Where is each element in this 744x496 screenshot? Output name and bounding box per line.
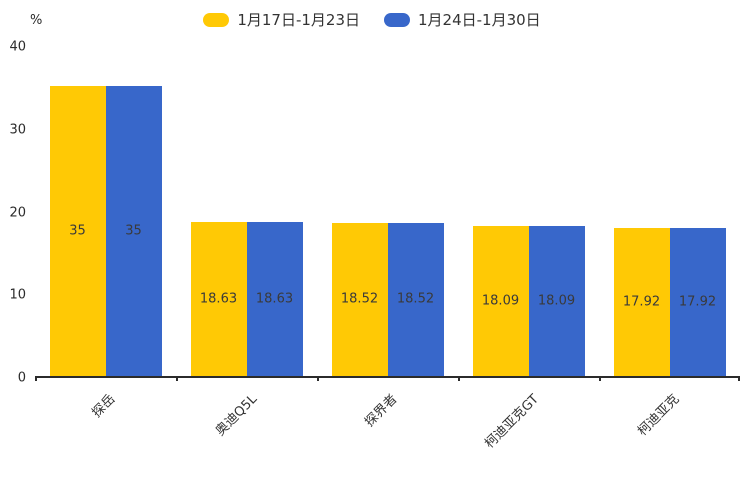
bar-group4-series2: 18.09 bbox=[528, 226, 585, 376]
bar-value-label: 18.52 bbox=[340, 291, 379, 307]
chart-legend: 1月17日-1月23日 1月24日-1月30日 bbox=[0, 9, 744, 30]
bar-value-label: 18.63 bbox=[199, 291, 238, 307]
legend-label: 1月17日-1月23日 bbox=[237, 11, 360, 29]
x-axis-category-labels: 探岳 奥迪Q5L 探界者 柯迪亚克GT 柯迪亚克 bbox=[35, 380, 740, 490]
legend-swatch-icon bbox=[203, 12, 230, 27]
x-axis-tick bbox=[35, 376, 37, 381]
x-category-label: 探界者 bbox=[362, 391, 401, 431]
bar-group2-series1: 18.63 bbox=[190, 221, 247, 376]
bar-value-label: 18.09 bbox=[481, 293, 520, 309]
y-tick-label: 10 bbox=[9, 287, 26, 303]
bar-group3-series2: 18.52 bbox=[387, 222, 444, 376]
bar-value-label: 17.92 bbox=[678, 294, 717, 310]
bar-group1-series2: 35 bbox=[105, 86, 162, 376]
x-axis-tick bbox=[738, 376, 740, 381]
y-tick-label: 20 bbox=[9, 205, 26, 220]
legend-item-series-2: 1月24日-1月30日 bbox=[384, 9, 541, 30]
bar-value-label: 35 bbox=[125, 223, 142, 239]
x-axis-tick bbox=[317, 376, 319, 381]
legend-item-series-1: 1月17日-1月23日 bbox=[203, 9, 360, 30]
bar-group2-series2: 18.63 bbox=[246, 221, 303, 376]
bar-value-label: 18.63 bbox=[255, 291, 294, 307]
legend-swatch-icon bbox=[384, 12, 410, 27]
bar-group5-series2: 17.92 bbox=[669, 227, 726, 376]
bar-group1-series1: 35 bbox=[49, 86, 106, 376]
y-tick-label: 0 bbox=[17, 370, 26, 386]
x-axis-tick bbox=[458, 376, 460, 381]
bar-group5-series1: 17.92 bbox=[613, 227, 670, 376]
plot-area: 35 35 18.63 18.63 18.52 18.52 18.09 18.09 17.92 1… bbox=[35, 47, 740, 381]
y-tick-label: 40 bbox=[9, 39, 26, 55]
y-tick-label: 30 bbox=[9, 122, 26, 138]
bar-value-label: 18.52 bbox=[396, 291, 435, 307]
x-category-label: 柯迪亚克 bbox=[635, 391, 683, 440]
y-axis-tick-labels: 0 10 20 30 40 bbox=[0, 40, 28, 386]
x-axis-tick bbox=[176, 376, 178, 381]
bar-value-label: 35 bbox=[69, 223, 86, 239]
legend-label: 1月24日-1月30日 bbox=[418, 11, 541, 29]
x-category-label: 柯迪亚克GT bbox=[482, 391, 542, 452]
bar-group3-series1: 18.52 bbox=[331, 222, 388, 376]
x-category-label: 探岳 bbox=[89, 391, 119, 421]
x-axis-tick bbox=[599, 376, 601, 381]
bar-value-label: 18.09 bbox=[537, 293, 576, 309]
y-axis-unit-label: % bbox=[30, 13, 43, 28]
bar-group4-series1: 18.09 bbox=[472, 226, 529, 376]
bar-value-label: 17.92 bbox=[622, 294, 661, 310]
x-category-label: 奥迪Q5L bbox=[212, 391, 260, 440]
